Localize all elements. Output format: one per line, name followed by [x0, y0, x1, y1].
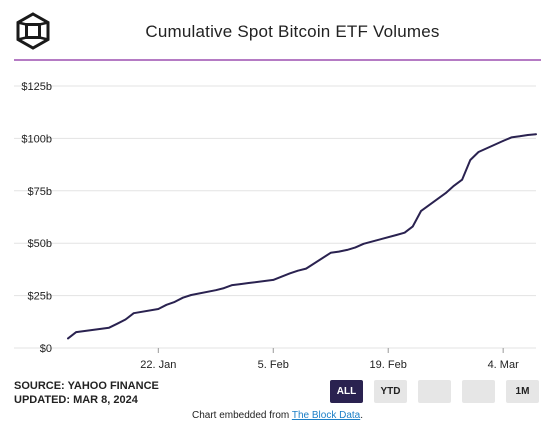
data-point — [502, 140, 504, 142]
data-point — [231, 284, 234, 286]
data-point — [518, 135, 521, 138]
range-selector: ALL YTD 1M — [330, 380, 539, 403]
range-button-3[interactable] — [418, 380, 451, 403]
title-divider — [14, 59, 541, 61]
data-point — [338, 250, 340, 253]
data-point — [420, 210, 422, 212]
data-point — [280, 275, 283, 278]
data-point — [329, 252, 332, 254]
y-tick-label: $75b — [28, 186, 52, 198]
the-block-data-link[interactable]: The Block Data — [291, 410, 361, 421]
data-point — [165, 304, 168, 306]
data-point — [67, 337, 69, 340]
data-point — [182, 296, 184, 299]
series-line — [67, 133, 537, 340]
x-tick-label: 5. Feb — [258, 359, 289, 371]
x-tick-label: 4. Mar — [488, 359, 520, 371]
x-tick-label: 19. Feb — [370, 359, 407, 371]
data-point — [157, 308, 160, 310]
data-point — [124, 318, 127, 321]
updated-label: UPDATED: MAR 8, 2024 — [14, 394, 138, 406]
data-point — [173, 301, 176, 303]
y-tick-label: $0 — [40, 343, 52, 355]
data-point — [272, 279, 275, 281]
range-button-1m[interactable]: 1M — [506, 380, 539, 403]
x-tick-label: 22. Jan — [140, 359, 176, 371]
footer-source-block: SOURCE: YAHOO FINANCE UPDATED: MAR 8, 20… — [14, 379, 159, 407]
data-point — [132, 312, 135, 315]
range-button-4[interactable] — [462, 380, 495, 403]
data-point — [297, 269, 299, 272]
data-point — [239, 283, 242, 285]
embed-note: Chart embedded from The Block Data. — [0, 410, 555, 421]
embed-suffix: . — [360, 410, 364, 421]
the-block-logo-icon — [16, 12, 50, 50]
data-point — [288, 272, 291, 275]
data-point — [403, 231, 406, 234]
data-point — [526, 134, 529, 136]
data-point — [510, 136, 513, 139]
y-tick-label: $100b — [21, 133, 52, 145]
source-label: SOURCE: YAHOO FINANCE — [14, 380, 159, 392]
data-point — [116, 322, 119, 325]
data-point — [453, 184, 455, 187]
range-button-all[interactable]: ALL — [330, 380, 363, 403]
data-point — [223, 287, 225, 289]
data-point — [346, 249, 348, 251]
data-point — [461, 178, 463, 181]
y-tick-label: $50b — [28, 238, 52, 250]
data-point — [190, 294, 192, 296]
data-point — [305, 267, 307, 270]
chart-title: Cumulative Spot Bitcoin ETF Volumes — [145, 22, 440, 41]
range-button-ytd[interactable]: YTD — [374, 380, 407, 403]
data-point — [108, 326, 110, 329]
data-point — [75, 331, 78, 333]
y-tick-label: $125b — [21, 81, 52, 93]
data-point — [247, 282, 250, 284]
data-point — [477, 151, 480, 153]
y-tick-label: $25b — [28, 291, 52, 303]
data-point — [535, 133, 537, 136]
data-point — [362, 243, 365, 245]
data-point — [469, 159, 472, 161]
data-point — [214, 289, 217, 291]
data-point — [444, 192, 447, 194]
data-point — [395, 234, 398, 236]
data-point — [354, 246, 357, 249]
data-point — [412, 225, 414, 228]
embed-prefix: Chart embedded from — [191, 410, 292, 421]
line-chart: $0 $25b $50b $75b $100b $125b 22. Jan 5. Feb 19.… — [14, 81, 537, 371]
